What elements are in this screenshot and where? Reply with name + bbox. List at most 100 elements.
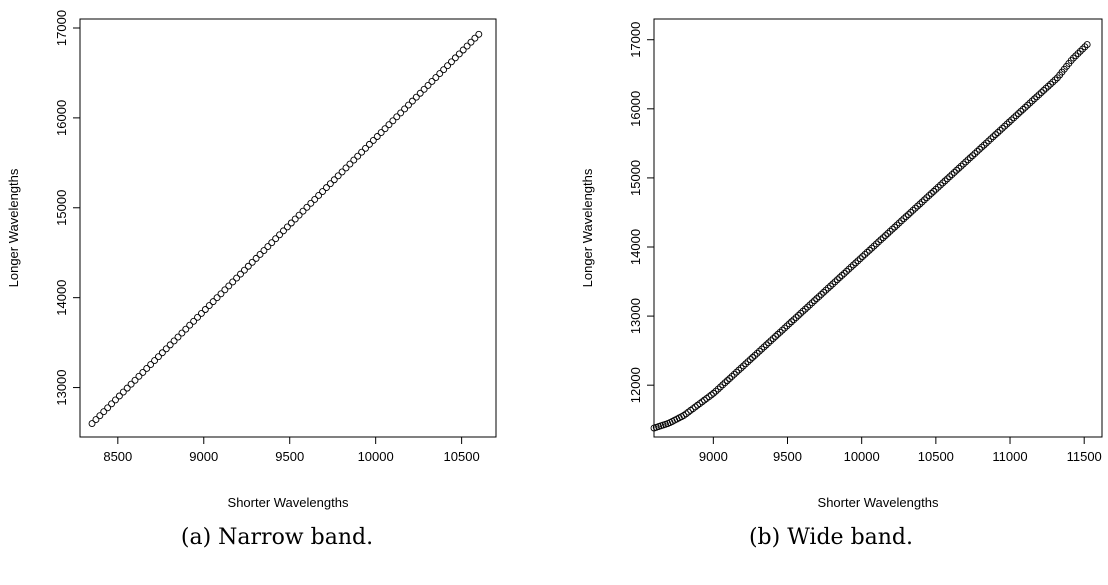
data-point <box>877 236 885 244</box>
data-point <box>1049 78 1057 86</box>
data-point <box>385 121 393 129</box>
y-tick-label: 15000 <box>54 190 69 226</box>
data-point <box>783 322 791 330</box>
data-point <box>719 381 727 389</box>
data-point <box>813 295 821 303</box>
data-point <box>852 259 860 267</box>
x-axis-label: Shorter Wavelengths <box>228 495 349 510</box>
y-tick-label: 12000 <box>628 367 643 403</box>
data-point <box>891 223 899 231</box>
data-point <box>884 229 892 237</box>
data-point <box>987 135 995 143</box>
data-point <box>810 297 818 305</box>
data-point <box>1005 118 1013 126</box>
data-point <box>893 221 901 229</box>
data-point <box>287 219 295 227</box>
data-point <box>854 257 862 265</box>
data-point <box>817 290 825 298</box>
data-point <box>373 133 381 140</box>
data-point <box>440 66 448 74</box>
data-point <box>1035 91 1043 99</box>
data-point <box>448 58 455 66</box>
data-point <box>776 328 784 336</box>
figure-wide-band: 9000 9500 10000 10500 11000 11500 12000 13000 14… <box>554 0 1108 585</box>
data-point <box>710 389 718 397</box>
data-point <box>205 302 213 310</box>
data-point <box>260 247 268 254</box>
data-point <box>978 143 986 151</box>
scatter-plot-wide-band: 9000 9500 10000 10500 11000 11500 12000 13000 14… <box>580 18 1103 510</box>
y-tick-label: 16000 <box>628 91 643 127</box>
data-point <box>721 379 729 387</box>
data-point <box>221 286 229 294</box>
data-point <box>904 211 912 218</box>
data-point <box>334 172 342 180</box>
data-point <box>1074 50 1082 57</box>
data-point <box>746 356 754 364</box>
data-point <box>898 217 905 225</box>
data-point <box>911 204 919 212</box>
data-point <box>820 288 828 296</box>
data-point <box>694 401 701 409</box>
data-point <box>744 358 752 366</box>
data-point <box>918 198 926 206</box>
data-point <box>1012 112 1020 120</box>
data-point <box>739 362 747 370</box>
data-point <box>166 341 174 349</box>
data-point <box>178 329 186 337</box>
data-point <box>762 341 770 349</box>
plot-frame <box>653 18 1103 438</box>
data-point <box>927 190 935 197</box>
data-point <box>451 54 459 62</box>
data-point <box>197 309 205 317</box>
data-point <box>742 360 750 368</box>
data-point <box>1026 99 1034 107</box>
x-tick-label: 9000 <box>189 449 218 464</box>
data-point <box>930 187 938 195</box>
data-point <box>969 152 977 160</box>
data-point <box>475 30 483 38</box>
data-point <box>1072 52 1080 60</box>
data-point <box>326 180 334 188</box>
data-point <box>824 284 832 292</box>
caption-wide-band: (b) Wide band. <box>748 525 914 550</box>
data-point <box>1017 108 1025 115</box>
data-point <box>1069 54 1077 62</box>
x-tick-label: 10000 <box>358 449 394 464</box>
data-point <box>822 286 830 294</box>
data-point <box>1040 87 1048 94</box>
data-point <box>982 139 990 147</box>
data-point <box>799 307 807 315</box>
data-point <box>948 171 956 179</box>
data-point <box>778 326 786 334</box>
data-point <box>115 392 123 400</box>
y-tick-label: 13000 <box>54 369 69 405</box>
data-point <box>330 176 338 184</box>
data-point <box>792 314 800 321</box>
data-point <box>416 89 424 97</box>
data-point <box>291 215 299 223</box>
x-tick-label: 9000 <box>699 449 728 464</box>
data-point <box>311 195 319 203</box>
data-point <box>923 194 931 202</box>
data-point <box>907 208 915 216</box>
data-point <box>909 206 917 214</box>
data-point <box>916 200 924 208</box>
data-point <box>389 117 397 125</box>
data-point <box>256 251 264 258</box>
data-point <box>994 129 1002 136</box>
x-tick-label: 9500 <box>773 449 802 464</box>
x-tick-label: 9500 <box>275 449 304 464</box>
data-point <box>712 387 720 395</box>
data-point <box>127 380 135 388</box>
data-point <box>174 333 182 341</box>
data-point <box>691 403 699 411</box>
data-point <box>131 376 139 384</box>
data-point <box>957 162 965 170</box>
data-point <box>705 393 713 401</box>
data-point <box>733 368 740 376</box>
data-point <box>104 404 112 412</box>
data-point <box>240 266 248 274</box>
data-point <box>838 272 846 279</box>
data-point <box>96 412 104 420</box>
